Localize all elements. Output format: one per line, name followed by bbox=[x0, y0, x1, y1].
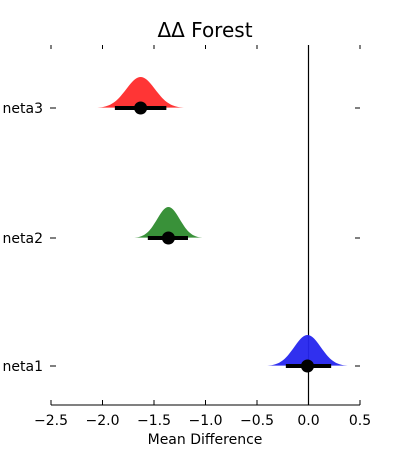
x-tick-label: 0.0 bbox=[297, 413, 319, 429]
density-curve-meta1 bbox=[267, 335, 348, 366]
x-tick-label: −1.5 bbox=[137, 413, 171, 429]
x-tick-label: −2.0 bbox=[86, 413, 120, 429]
mean-point-meta1 bbox=[300, 359, 314, 373]
x-tick-label: −2.5 bbox=[34, 413, 68, 429]
plot-area: −2.5 −2.0 −1.5 −1.0 −0.5 0.0 0.5 neta3 neta2 neta… bbox=[3, 45, 371, 429]
x-tick-label: −1.0 bbox=[189, 413, 223, 429]
density-curve-meta3 bbox=[97, 77, 184, 108]
category-label: neta2 bbox=[3, 231, 43, 247]
chart-title: ΔΔ Forest bbox=[157, 18, 252, 42]
x-tick-label: 0.5 bbox=[349, 413, 371, 429]
x-axis-label: Mean Difference bbox=[148, 432, 263, 448]
category-label: neta3 bbox=[3, 101, 43, 117]
category-label: neta1 bbox=[3, 359, 43, 375]
x-tick-label: −0.5 bbox=[240, 413, 274, 429]
density-curve-meta2 bbox=[134, 207, 203, 238]
mean-point-meta2 bbox=[161, 231, 175, 245]
mean-point-meta3 bbox=[134, 101, 148, 115]
